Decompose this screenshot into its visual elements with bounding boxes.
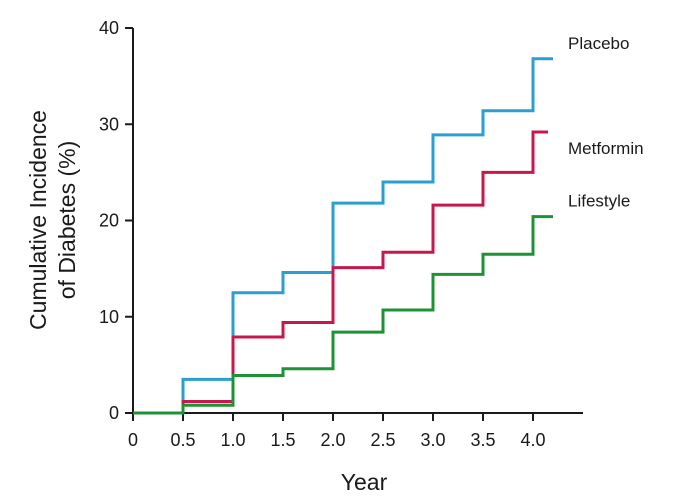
- series-label-placebo: Placebo: [568, 34, 629, 53]
- series-line-placebo: [133, 57, 553, 415]
- x-tick-label: 3.0: [420, 430, 445, 450]
- y-axis-title-line: of Diabetes (%): [54, 141, 80, 300]
- y-tick-label: 20: [99, 211, 119, 231]
- series-labels: Placebo Metformin Lifestyle: [568, 34, 644, 211]
- x-tick-label: 2.0: [320, 430, 345, 450]
- y-axis-title: Cumulative Incidence of Diabetes (%): [25, 110, 80, 330]
- series-label-metformin: Metformin: [568, 139, 644, 158]
- x-tick-label: 4.0: [520, 430, 545, 450]
- y-tick-label: 40: [99, 18, 119, 38]
- x-axis-title: Year: [341, 469, 388, 495]
- series-lines: [133, 57, 553, 415]
- x-tick-label: 1.5: [270, 430, 295, 450]
- x-tick-label: 0: [128, 430, 138, 450]
- axes: 0 10 20 30 40 0 0.5 1.0 1.5 2.0 2.5 3.0 3.5 4.0: [99, 18, 583, 450]
- y-tick-label: 0: [109, 403, 119, 423]
- x-tick-label: 3.5: [470, 430, 495, 450]
- y-tick-label: 10: [99, 307, 119, 327]
- y-tick-label: 30: [99, 114, 119, 134]
- x-tick-label: 1.0: [220, 430, 245, 450]
- series-label-lifestyle: Lifestyle: [568, 192, 630, 211]
- series-line-metformin: [133, 130, 548, 415]
- series-line-lifestyle: [133, 215, 553, 415]
- y-axis-title-line: Cumulative Incidence: [25, 110, 51, 330]
- x-tick-label: 2.5: [370, 430, 395, 450]
- x-tick-label: 0.5: [170, 430, 195, 450]
